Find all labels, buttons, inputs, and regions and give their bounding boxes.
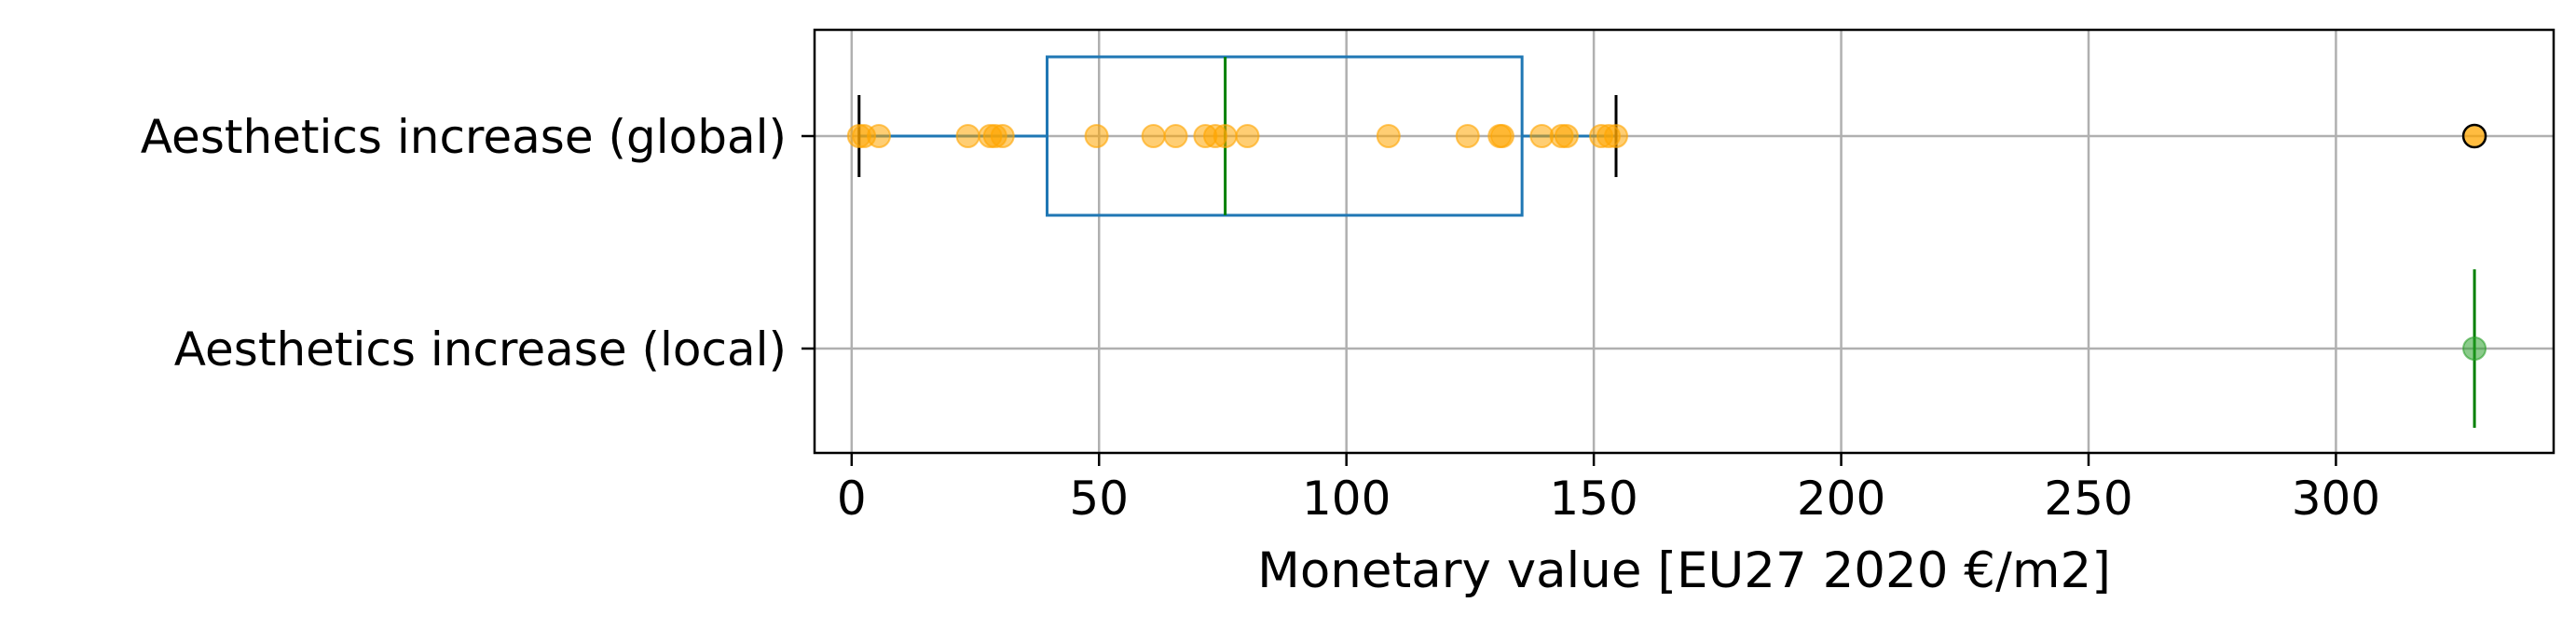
data-point: [1489, 124, 1514, 148]
data-point: [1554, 124, 1579, 148]
plot-area: [846, 55, 2487, 428]
y-tick-label: Aesthetics increase (global): [141, 110, 787, 164]
outlier-point: [2461, 123, 2487, 149]
iqr-box: [1046, 55, 1524, 217]
data-point: [1235, 124, 1260, 148]
x-tick-label: 50: [1069, 472, 1129, 526]
x-tick-label: 150: [1549, 472, 1637, 526]
data-point: [1455, 124, 1480, 148]
axes: 0 50 100 150 200 250 300 Aesthetics increase (g…: [141, 110, 2380, 526]
data-point: [955, 124, 980, 148]
x-tick-label: 100: [1302, 472, 1391, 526]
x-tick-label: 300: [2292, 472, 2380, 526]
data-point: [1213, 124, 1238, 148]
data-point: [867, 124, 892, 148]
x-tick-label: 200: [1797, 472, 1885, 526]
data-point: [1604, 124, 1629, 148]
data-point: [1376, 124, 1401, 148]
data-point: [1084, 124, 1109, 148]
y-tick-label: Aesthetics increase (local): [174, 322, 787, 377]
x-tick-label: 250: [2044, 472, 2132, 526]
x-axis-title: Monetary value [EU27 2020 €/m2]: [1257, 542, 2111, 599]
grid-lines: [815, 30, 2554, 453]
x-tick-label: 0: [837, 472, 867, 526]
data-point: [2462, 336, 2487, 361]
plot-frame: [813, 28, 2555, 455]
data-point: [1141, 124, 1166, 148]
data-point: [1163, 124, 1188, 148]
data-point: [990, 124, 1015, 148]
